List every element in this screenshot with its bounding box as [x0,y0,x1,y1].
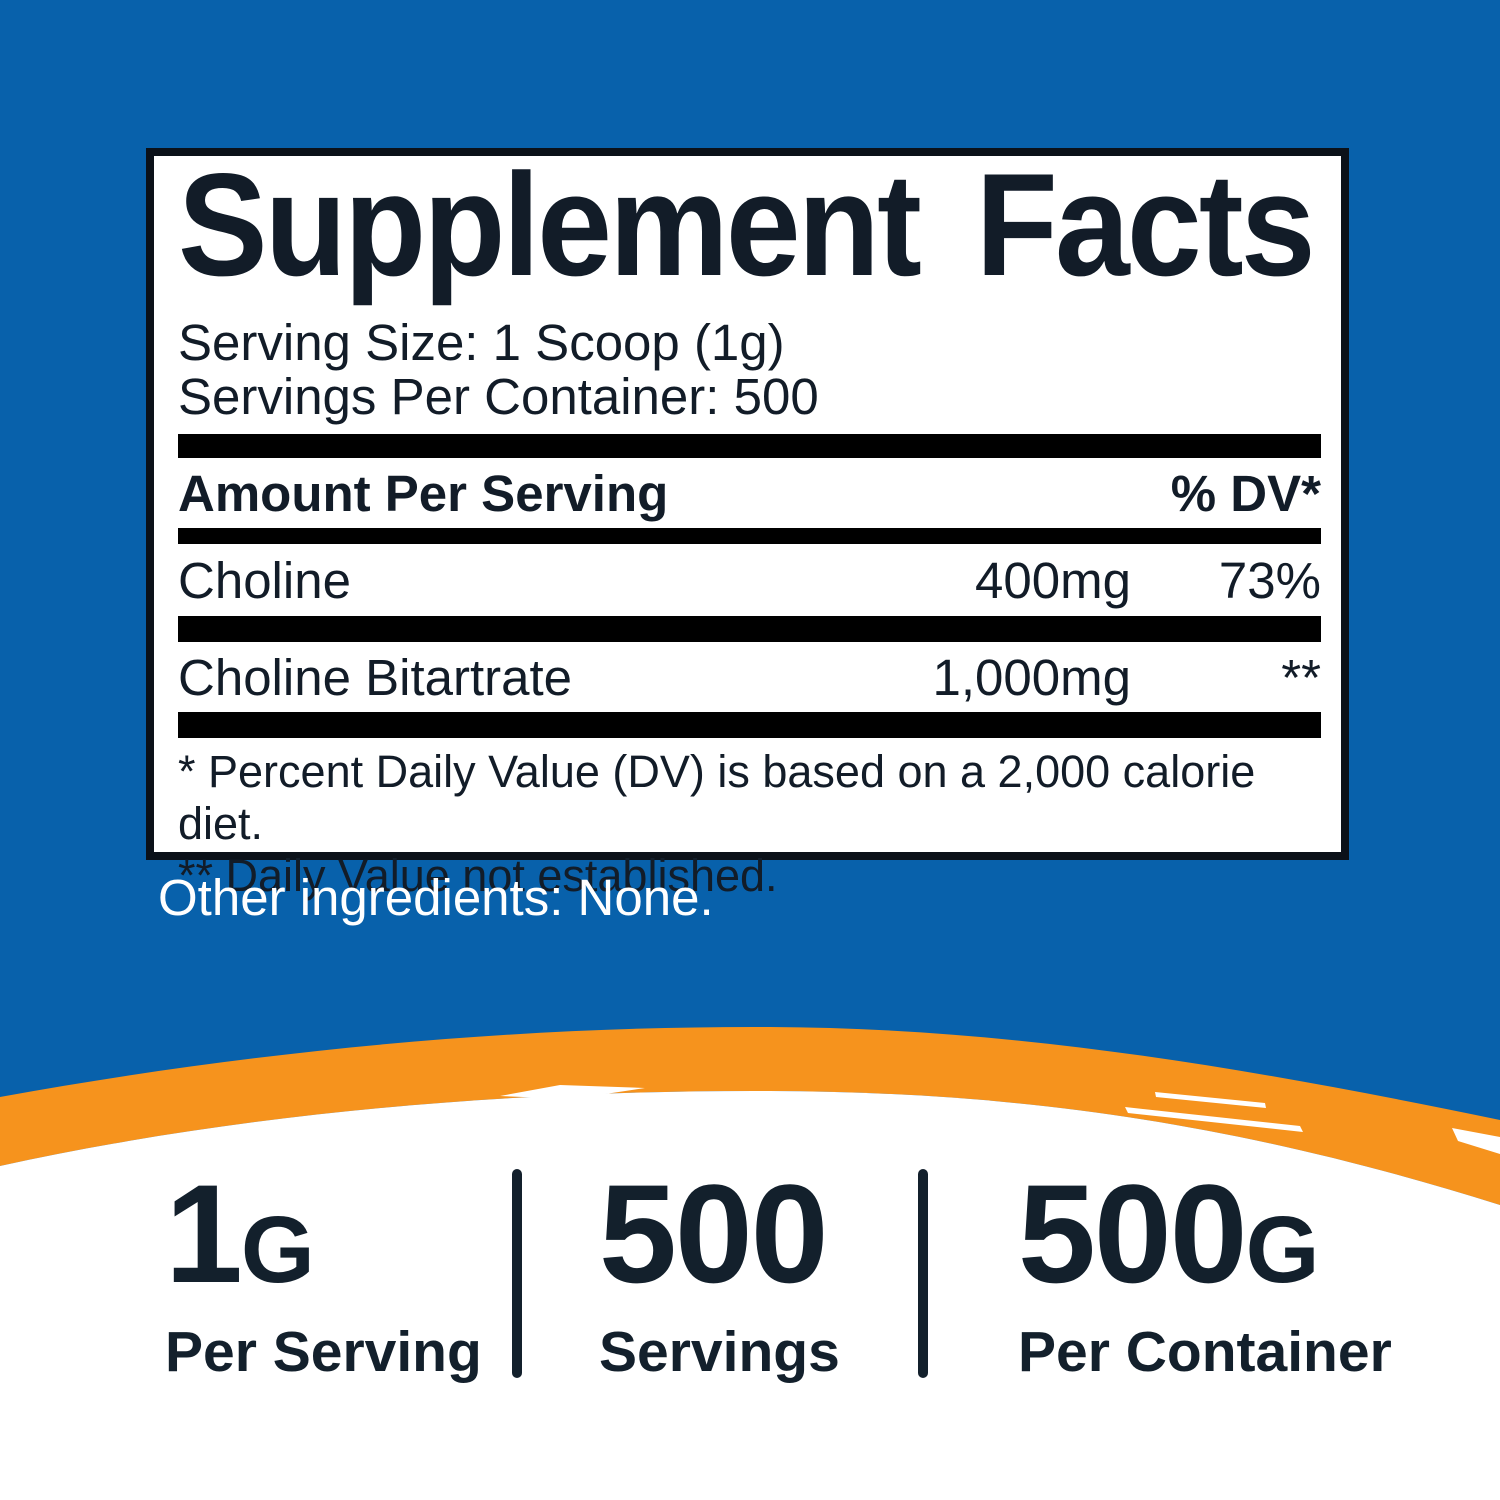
table-row: Choline Bitartrate 1,000mg ** [178,642,1321,712]
orange-swoosh [0,1026,1500,1205]
serving-size-line: Serving Size: 1 Scoop (1g) [178,314,785,371]
stat-unit-suffix: G [1245,1197,1320,1303]
brush-streak [1125,1107,1303,1132]
stat-number-text: 500 [599,1155,829,1312]
ingredient-name: Choline [178,551,351,609]
separator-bar-thick [178,616,1321,642]
supplement-facts-panel: Supplement Facts Serving Size: 1 Scoop (… [146,143,1349,901]
amount-per-serving-header: Amount Per Serving [178,464,669,522]
stat-value: 500 [599,1164,840,1320]
stat-number-text: 500 [1018,1155,1248,1312]
percent-dv-header: % DV* [1170,464,1321,522]
separator-bar-thick [178,434,1321,458]
stat-number-text: 1 [165,1155,243,1312]
stats-divider [512,1169,522,1378]
ingredient-dv: 73% [1218,551,1321,609]
white-foreground [0,1090,1500,1500]
stat-per-serving: 1G Per Serving [165,1164,482,1384]
servings-per-container-line: Servings Per Container: 500 [178,368,819,425]
brush-streak [1452,1128,1500,1154]
stat-per-container: 500G Per Container [1018,1164,1392,1384]
brush-streak [1155,1092,1266,1108]
table-header-row: Amount Per Serving % DV* [178,458,1321,528]
stat-servings: 500 Servings [599,1164,840,1384]
stat-label: Servings [599,1320,840,1384]
separator-bar-thick [178,712,1321,738]
ingredient-amount: 1,000mg [932,648,1131,706]
stat-value: 500G [1018,1164,1392,1320]
stat-label: Per Serving [165,1320,482,1384]
footnote-daily-value: * Percent Daily Value (DV) is based on a… [178,746,1256,849]
brush-streak [500,1085,645,1099]
table-row: Choline 400mg 73% [178,544,1321,616]
ingredient-dv: ** [1281,648,1321,706]
separator-bar-thin [178,528,1321,544]
ingredient-name: Choline Bitartrate [178,648,573,706]
footnote-not-established: ** Daily Value not established. [178,850,778,901]
ingredient-amount: 400mg [975,551,1131,609]
stat-unit-suffix: G [240,1197,315,1303]
other-ingredients-line: Other ingredients: None. [158,869,714,926]
panel-title: Supplement Facts [178,143,1316,306]
stat-value: 1G [165,1164,482,1320]
stats-divider [918,1169,928,1378]
stat-label: Per Container [1018,1320,1392,1384]
